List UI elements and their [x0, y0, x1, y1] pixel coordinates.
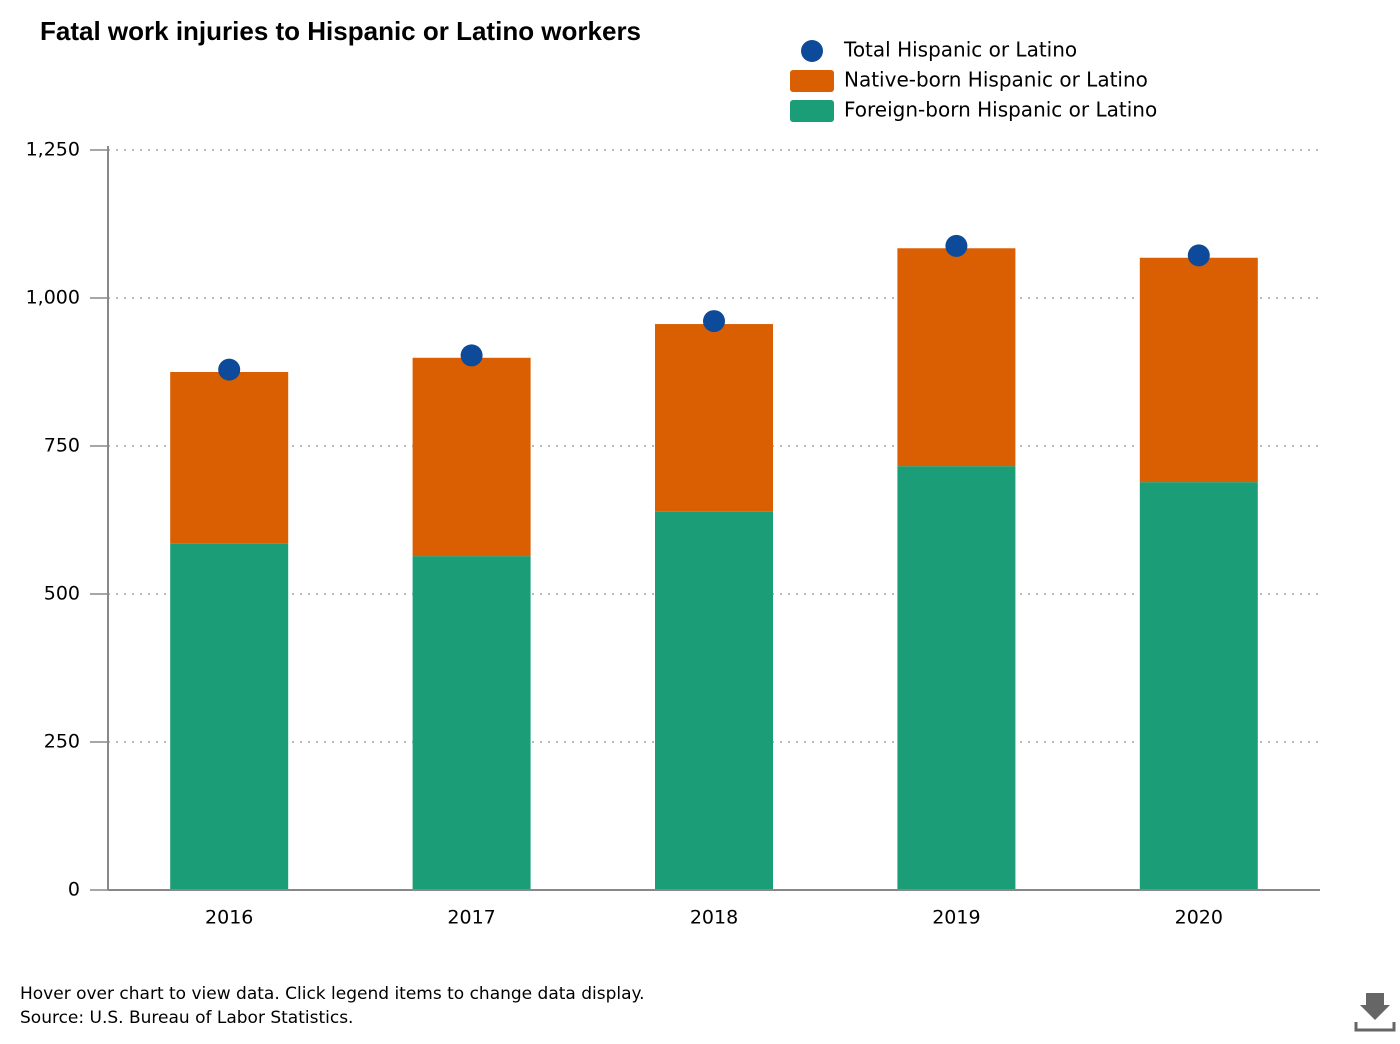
y-tick-label: 0	[68, 879, 80, 901]
y-tick-label: 1,250	[26, 139, 80, 161]
y-tick-label: 500	[44, 583, 80, 605]
total-dot	[218, 358, 241, 381]
total-dot	[1187, 244, 1210, 267]
total-dot	[703, 310, 725, 333]
x-tick-label: 2016	[205, 907, 253, 929]
note: Hover over chart to view data. Click leg…	[20, 984, 645, 1004]
legend-marker[interactable]	[790, 70, 834, 92]
bar-segment	[897, 248, 1016, 467]
bar-segment	[897, 466, 1016, 890]
x-tick-label: 2018	[690, 907, 738, 929]
bar-segment	[655, 324, 773, 512]
x-tick-label: 2019	[932, 907, 980, 929]
total-dot	[460, 344, 483, 367]
legend-marker[interactable]	[790, 100, 834, 122]
y-tick-label: 250	[44, 731, 80, 753]
y-tick-label: 750	[44, 435, 80, 457]
x-tick-label: 2017	[447, 907, 495, 929]
bar-segment	[412, 357, 531, 557]
bar-segment	[412, 556, 531, 890]
bar-segment	[1139, 482, 1258, 890]
chart-title: Fatal work injuries to Hispanic or Latin…	[40, 16, 641, 46]
total-dot	[945, 234, 968, 257]
source: Source: U.S. Bureau of Labor Statistics.	[20, 1008, 353, 1028]
bar-segment	[170, 543, 289, 890]
bar-segment	[655, 511, 773, 890]
legend-label[interactable]: Total Hispanic or Latino	[843, 38, 1077, 62]
download-button[interactable]	[1354, 993, 1396, 1032]
legend-label[interactable]: Native-born Hispanic or Latino	[844, 68, 1148, 92]
y-tick-label: 1,000	[26, 287, 80, 309]
bar-segment	[1139, 257, 1258, 483]
x-tick-label: 2020	[1175, 907, 1223, 929]
bar-segment	[170, 372, 289, 544]
legend-label[interactable]: Foreign-born Hispanic or Latino	[844, 98, 1157, 122]
legend-marker[interactable]	[801, 40, 823, 62]
